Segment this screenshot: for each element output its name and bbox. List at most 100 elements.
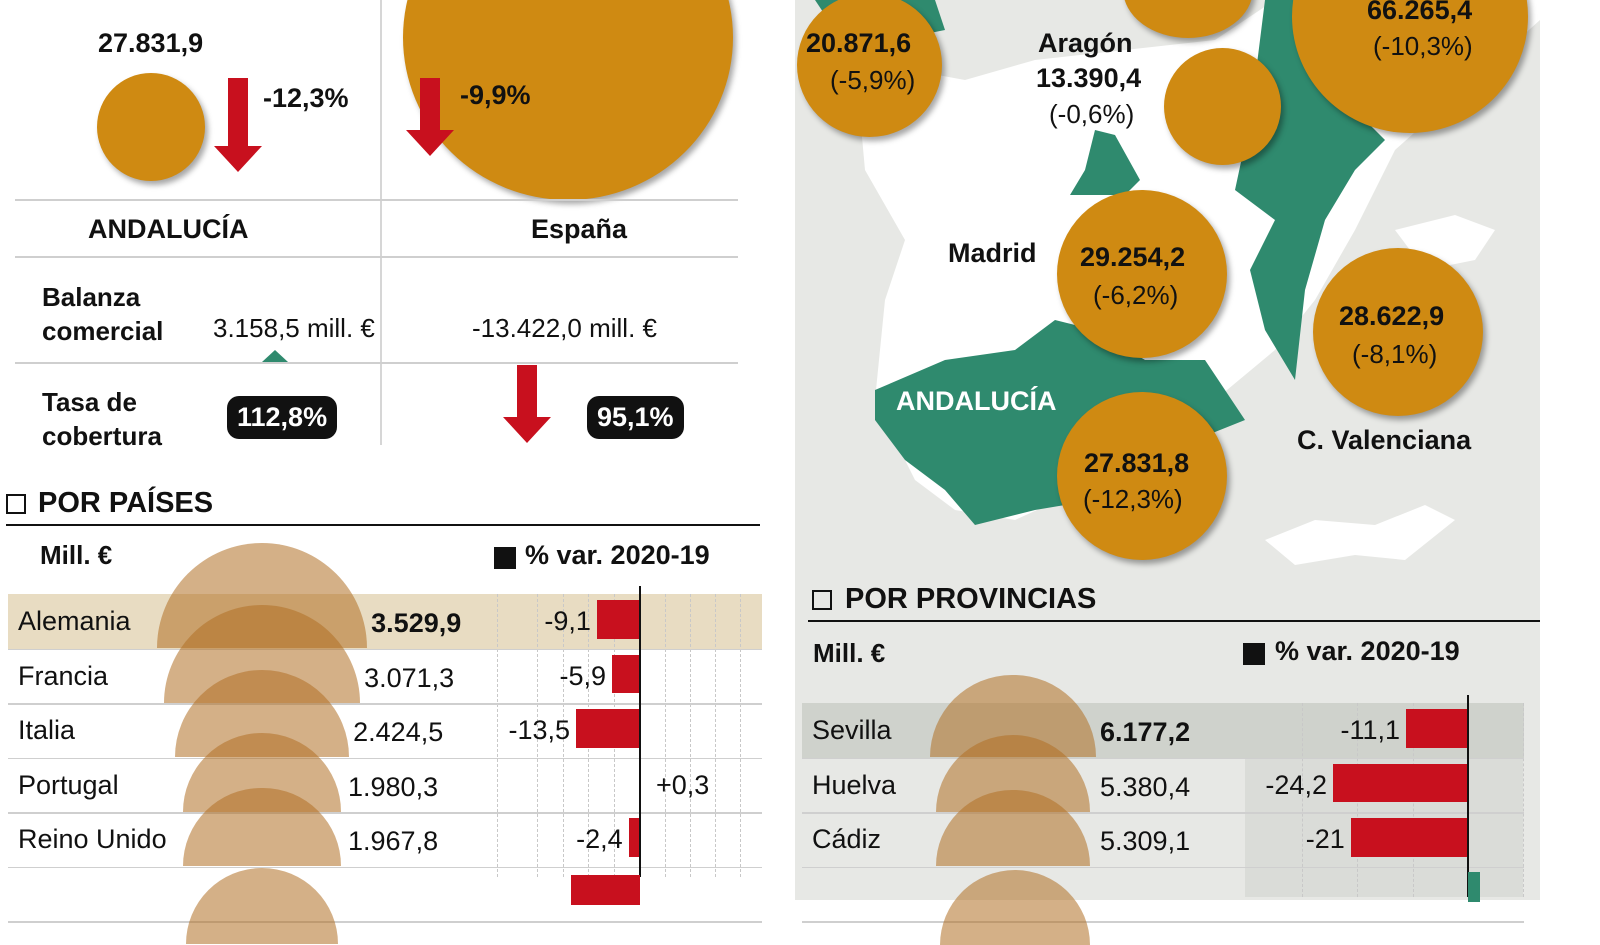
balanza-label: Balanza comercial bbox=[42, 282, 164, 346]
gridline bbox=[537, 594, 538, 877]
var-label: -11,1 bbox=[1340, 715, 1401, 745]
region-name: Aragón bbox=[1038, 28, 1133, 58]
region-change: (-0,6%) bbox=[1049, 99, 1135, 129]
region-name: Madrid bbox=[948, 238, 1037, 268]
row-divider bbox=[8, 648, 762, 650]
var-bar bbox=[612, 654, 640, 693]
divider bbox=[15, 199, 738, 201]
gridline bbox=[563, 594, 564, 877]
var-label: -9,1 bbox=[544, 606, 591, 636]
section-square-icon bbox=[812, 590, 832, 610]
paises-legend: % var. 2020-19 bbox=[525, 540, 710, 570]
gridline bbox=[690, 594, 691, 877]
andalucia-value: 27.831,9 bbox=[98, 28, 204, 58]
value-label: 6.177,2 bbox=[1100, 717, 1191, 747]
canary-islands bbox=[1265, 505, 1455, 565]
category-label: Cádiz bbox=[812, 824, 882, 854]
andalucia-tasa-badge: 112,8% bbox=[227, 396, 338, 439]
section-square-icon bbox=[6, 494, 26, 514]
gridline bbox=[1302, 703, 1303, 897]
provincias-unit: Mill. € bbox=[813, 638, 886, 668]
paises-unit: Mill. € bbox=[40, 540, 113, 570]
category-label: Portugal bbox=[18, 769, 119, 800]
region-value: 20.871,6 bbox=[806, 28, 912, 58]
divider bbox=[808, 620, 1540, 622]
summary-divider bbox=[380, 0, 382, 445]
region-value: 66.265,4 bbox=[1367, 0, 1473, 25]
paises-title: POR PAÍSES bbox=[38, 487, 214, 519]
region-value: 29.254,2 bbox=[1080, 242, 1186, 272]
espana-balanza: -13.422,0 mill. € bbox=[472, 313, 657, 343]
region-andalucia bbox=[875, 320, 1245, 525]
legend-square-icon bbox=[494, 547, 516, 569]
var-bar bbox=[1332, 763, 1468, 802]
region-change: (-10,3%) bbox=[1373, 31, 1473, 61]
category-label: Francia bbox=[18, 660, 109, 691]
gridline bbox=[1523, 703, 1524, 897]
andalucia-label: ANDALUCÍA bbox=[88, 214, 249, 244]
andalucia-circle bbox=[97, 73, 205, 181]
value-label: 2.424,5 bbox=[353, 717, 444, 747]
row-divider bbox=[8, 866, 762, 868]
row-divider bbox=[802, 757, 1524, 759]
region-change: (-6,2%) bbox=[1093, 280, 1179, 310]
category-label: Italia bbox=[18, 715, 76, 745]
region-change: (-5,9%) bbox=[830, 65, 916, 95]
espana-circle bbox=[403, 0, 733, 200]
value-label: 3.529,9 bbox=[371, 608, 462, 638]
value-label: 3.071,3 bbox=[364, 662, 455, 693]
var-label: +0,3 bbox=[656, 769, 710, 800]
region-circle bbox=[797, 0, 942, 137]
espana-tasa-badge: 95,1% bbox=[587, 396, 684, 439]
var-bar-partial bbox=[571, 875, 640, 905]
row-divider bbox=[802, 921, 1524, 923]
row-divider bbox=[802, 812, 1524, 814]
provincias-legend: % var. 2020-19 bbox=[1275, 636, 1460, 666]
divider bbox=[6, 524, 760, 526]
row-divider bbox=[8, 757, 762, 759]
gridline bbox=[665, 594, 666, 877]
row-divider bbox=[8, 812, 762, 814]
value-label: 5.309,1 bbox=[1100, 826, 1191, 856]
row-divider bbox=[8, 921, 762, 923]
up-triangle-icon bbox=[262, 350, 288, 362]
gridline bbox=[715, 594, 716, 877]
espana-change: -9,9% bbox=[460, 80, 531, 110]
var-label: -21 bbox=[1305, 824, 1345, 854]
region-value: 27.831,8 bbox=[1084, 448, 1190, 478]
row-divider bbox=[802, 866, 1524, 868]
category-label: Reino Unido bbox=[18, 824, 167, 854]
andalucia-change: -12,3% bbox=[263, 83, 349, 113]
region-name: C. Valenciana bbox=[1297, 425, 1472, 455]
var-label: -5,9 bbox=[559, 660, 607, 691]
region-change: (-12,3%) bbox=[1083, 484, 1183, 514]
region-circle bbox=[1313, 248, 1483, 416]
value-label: 5.380,4 bbox=[1100, 771, 1191, 802]
category-label: Huelva bbox=[812, 769, 897, 800]
var-bar bbox=[1406, 709, 1468, 748]
zero-axis bbox=[1467, 695, 1469, 897]
gridline bbox=[497, 594, 498, 877]
gridline bbox=[740, 594, 741, 877]
category-label: Alemania bbox=[18, 606, 131, 636]
divider bbox=[15, 362, 738, 364]
value-label: 1.980,3 bbox=[348, 771, 439, 802]
region-circle bbox=[1164, 48, 1281, 165]
region-value: 28.622,9 bbox=[1339, 301, 1445, 331]
zero-axis bbox=[639, 586, 641, 877]
value-semicircle-partial bbox=[186, 868, 338, 944]
region-circle bbox=[1057, 190, 1227, 358]
andalucia-balanza: 3.158,5 mill. € bbox=[213, 313, 375, 343]
region-name: ANDALUCÍA bbox=[896, 386, 1057, 416]
var-bar bbox=[576, 709, 640, 748]
region-madrid bbox=[1070, 130, 1140, 195]
espana-label: España bbox=[531, 214, 628, 244]
category-label: Sevilla bbox=[812, 715, 892, 745]
var-label: -2,4 bbox=[576, 824, 623, 854]
highlight-row bbox=[802, 703, 1524, 758]
value-label: 1.967,8 bbox=[348, 826, 439, 856]
var-bar bbox=[628, 818, 640, 857]
tasa-label: Tasa de cobertura bbox=[42, 387, 162, 451]
divider bbox=[15, 256, 738, 258]
row-divider bbox=[8, 703, 762, 705]
